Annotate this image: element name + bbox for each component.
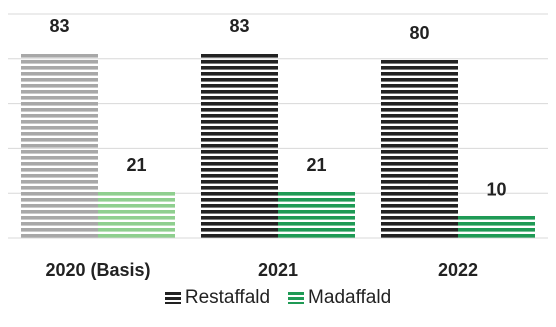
- data-labels: 83 21 83 21 80 10: [49, 16, 506, 200]
- bars: [21, 52, 535, 238]
- legend-swatch-restaffald: [164, 292, 181, 304]
- data-label-madaffald-1: 21: [306, 155, 326, 175]
- x-tick-label-2: 2022: [438, 260, 478, 280]
- legend-swatch-madaffald: [288, 292, 305, 304]
- data-label-restaffald-2: 80: [409, 23, 429, 43]
- bar-restaffald-2: [381, 58, 458, 238]
- bar-restaffald-0: [21, 52, 98, 238]
- bar-madaffald-1: [278, 190, 355, 238]
- bar-madaffald-2: [458, 215, 535, 238]
- data-label-madaffald-0: 21: [126, 155, 146, 175]
- x-tick-label-1: 2021: [258, 260, 298, 280]
- x-tick-label-0: 2020 (Basis): [45, 260, 150, 280]
- legend-label-madaffald: Madaffald: [308, 287, 392, 308]
- x-axis-tick-labels: 2020 (Basis) 2021 2022: [45, 260, 478, 280]
- bar-madaffald-0: [98, 190, 175, 238]
- data-label-restaffald-0: 83: [49, 16, 69, 36]
- data-label-madaffald-2: 10: [486, 180, 506, 200]
- bar-restaffald-1: [201, 52, 278, 238]
- legend-item-madaffald: Madaffald: [288, 287, 391, 309]
- legend: Restaffald Madaffald: [0, 283, 556, 313]
- legend-label-restaffald: Restaffald: [184, 287, 271, 308]
- data-label-restaffald-1: 83: [229, 16, 249, 36]
- legend-item-restaffald: Restaffald: [164, 287, 271, 309]
